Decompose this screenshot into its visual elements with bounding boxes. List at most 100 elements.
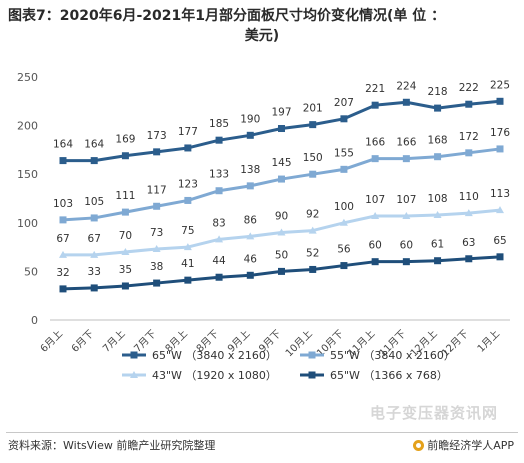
data-label: 73 <box>150 227 163 239</box>
data-point <box>309 170 317 178</box>
data-point <box>59 250 67 258</box>
data-label: 103 <box>53 198 73 210</box>
data-point <box>59 285 67 293</box>
data-point <box>246 131 254 139</box>
data-label: 190 <box>240 113 260 125</box>
data-label: 224 <box>396 80 416 92</box>
data-label: 32 <box>56 267 69 279</box>
data-label: 61 <box>431 239 444 251</box>
data-point <box>121 247 130 255</box>
chart-title-line1: 图表7：2020年6月-2021年1月部分面板尺寸均价变化情况(单 位 ： <box>8 8 446 24</box>
data-label: 92 <box>306 209 319 221</box>
data-label: 63 <box>462 237 475 249</box>
data-point <box>496 206 504 214</box>
data-label: 108 <box>428 193 448 205</box>
data-label: 133 <box>209 169 229 181</box>
data-label: 138 <box>240 164 260 176</box>
legend-entry: 55"W （3840 x 2160） <box>330 349 455 362</box>
data-label: 123 <box>178 178 198 190</box>
data-point <box>246 232 255 240</box>
data-point <box>434 104 442 112</box>
data-point <box>434 153 442 161</box>
data-point <box>464 209 473 217</box>
source-note: 资料来源：WitsView 前瞻产业研究院整理 <box>8 439 216 452</box>
data-point <box>402 155 410 163</box>
data-label: 168 <box>428 135 448 147</box>
data-label: 100 <box>334 201 354 213</box>
data-label: 169 <box>115 134 135 146</box>
x-tick-label: 6月上 <box>38 328 65 355</box>
data-point <box>496 253 504 261</box>
data-label: 67 <box>56 233 69 245</box>
data-point <box>59 216 67 224</box>
data-label: 222 <box>459 82 479 94</box>
data-label: 60 <box>368 240 381 252</box>
data-point <box>496 97 504 105</box>
data-label: 155 <box>334 147 354 159</box>
data-point <box>496 145 504 153</box>
y-tick-label: 200 <box>17 120 38 133</box>
data-point <box>434 257 442 265</box>
data-label: 105 <box>84 196 104 208</box>
coin-icon <box>413 439 425 451</box>
data-point <box>339 218 348 226</box>
data-label: 225 <box>490 79 510 91</box>
data-point <box>309 265 317 273</box>
data-point <box>371 258 379 266</box>
data-point <box>308 226 317 234</box>
y-tick-label: 150 <box>17 168 38 181</box>
data-label: 86 <box>244 214 258 226</box>
data-point <box>278 267 285 275</box>
data-point <box>433 211 442 219</box>
data-label: 185 <box>209 118 229 130</box>
data-point <box>184 276 192 284</box>
data-label: 166 <box>365 137 385 149</box>
data-point <box>278 125 285 133</box>
data-point <box>90 250 99 258</box>
data-point <box>465 100 473 108</box>
data-label: 75 <box>181 225 194 237</box>
brand: 前瞻经济学人APP <box>413 437 514 453</box>
data-point <box>153 279 161 287</box>
y-tick-label: 250 <box>17 71 38 84</box>
data-point <box>215 136 223 144</box>
legend-marker <box>130 371 138 378</box>
data-label: 67 <box>88 233 101 245</box>
data-label: 70 <box>119 230 132 242</box>
data-label: 41 <box>181 258 194 270</box>
legend-marker <box>308 371 316 379</box>
data-label: 107 <box>396 194 416 206</box>
watermark: 电子变压器资讯网 <box>369 404 498 422</box>
data-label: 107 <box>365 194 385 206</box>
chart-title: 图表7：2020年6月-2021年1月部分面板尺寸均价变化情况(单 位 ： 美元… <box>8 6 516 46</box>
data-label: 38 <box>150 261 163 273</box>
data-point <box>121 282 129 290</box>
data-label: 33 <box>88 266 101 278</box>
data-label: 197 <box>271 107 291 119</box>
data-point <box>215 235 224 243</box>
data-label: 218 <box>428 86 448 98</box>
data-point <box>153 202 161 210</box>
footer-divider <box>6 432 518 433</box>
data-point <box>90 214 98 222</box>
y-tick-label: 50 <box>24 265 38 278</box>
data-label: 172 <box>459 131 479 143</box>
data-label: 52 <box>306 247 319 259</box>
data-label: 173 <box>147 130 167 142</box>
data-point <box>246 271 254 279</box>
data-point <box>184 144 192 152</box>
data-label: 176 <box>490 127 510 139</box>
data-point <box>371 211 380 219</box>
data-point <box>465 255 473 263</box>
legend-entry: 43"W （1920 x 1080） <box>152 369 277 382</box>
data-label: 221 <box>365 83 385 95</box>
data-point <box>371 155 379 163</box>
data-label: 35 <box>119 264 132 276</box>
data-label: 150 <box>303 152 323 164</box>
data-point <box>277 228 286 236</box>
data-label: 50 <box>275 249 288 261</box>
data-label: 164 <box>53 139 73 151</box>
data-label: 56 <box>337 244 351 256</box>
data-point <box>465 149 473 157</box>
